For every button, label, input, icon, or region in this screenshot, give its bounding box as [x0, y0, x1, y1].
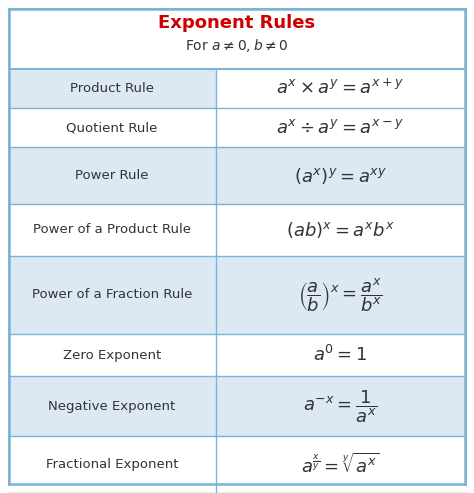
Text: $\left(\dfrac{a}{b}\right)^x = \dfrac{a^x}{b^x}$: $\left(\dfrac{a}{b}\right)^x = \dfrac{a^… [298, 276, 383, 314]
Bar [216, 204, 465, 255]
Bar [9, 69, 216, 108]
Text: Product Rule: Product Rule [70, 82, 154, 95]
Text: Fractional Exponent: Fractional Exponent [46, 458, 178, 471]
Text: $\left(a^x\right)^y = a^{xy}$: $\left(a^x\right)^y = a^{xy}$ [294, 166, 387, 185]
Bar [9, 204, 216, 255]
Bar [216, 334, 465, 377]
Bar [216, 69, 465, 108]
Bar [216, 436, 465, 493]
Bar [216, 255, 465, 334]
Text: $a^x \div a^y = a^{x-y}$: $a^x \div a^y = a^{x-y}$ [276, 119, 405, 137]
Text: Negative Exponent: Negative Exponent [48, 400, 176, 413]
Bar [9, 377, 216, 436]
Text: $a^x \times a^y = a^{x+y}$: $a^x \times a^y = a^{x+y}$ [276, 79, 405, 98]
Text: Power Rule: Power Rule [75, 169, 149, 182]
Text: Exponent Rules: Exponent Rules [158, 14, 316, 32]
Bar [216, 377, 465, 436]
Bar [9, 147, 216, 204]
Text: $a^{-x} = \dfrac{1}{a^x}$: $a^{-x} = \dfrac{1}{a^x}$ [303, 388, 378, 424]
Text: For $a \neq 0, b \neq 0$: For $a \neq 0, b \neq 0$ [185, 37, 289, 54]
Text: Power of a Fraction Rule: Power of a Fraction Rule [32, 288, 192, 301]
Text: Zero Exponent: Zero Exponent [63, 349, 161, 362]
Text: $a^0 = 1$: $a^0 = 1$ [313, 345, 368, 365]
Text: $\left(ab\right)^x = a^x b^x$: $\left(ab\right)^x = a^x b^x$ [286, 220, 395, 240]
Bar [9, 108, 216, 147]
Bar [9, 9, 465, 69]
Bar [9, 436, 216, 493]
Bar [216, 108, 465, 147]
Bar [9, 334, 216, 377]
Text: $a^{\frac{x}{y}} = \sqrt[y]{a^x}$: $a^{\frac{x}{y}} = \sqrt[y]{a^x}$ [301, 453, 380, 477]
Bar [216, 147, 465, 204]
Text: Quotient Rule: Quotient Rule [66, 121, 158, 134]
Text: Power of a Product Rule: Power of a Product Rule [33, 223, 191, 236]
Bar [9, 255, 216, 334]
